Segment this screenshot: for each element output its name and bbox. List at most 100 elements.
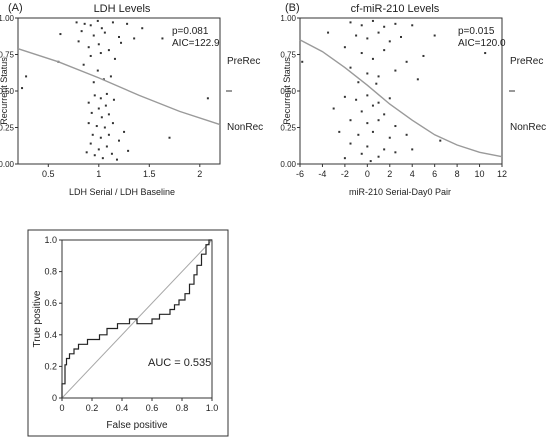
data-point <box>377 119 380 122</box>
data-point <box>357 133 360 136</box>
data-point <box>377 155 380 158</box>
data-point <box>91 133 94 136</box>
data-point <box>105 145 108 148</box>
roc-x-axis: 0 0.2 0.4 0.6 0.8 1.0 <box>59 398 218 413</box>
data-point <box>96 69 99 72</box>
data-point <box>99 97 102 100</box>
data-point <box>115 158 118 161</box>
panel-b-p-value: p=0.015 <box>458 26 495 37</box>
panel-b: (B) cf-miR-210 Levels 0.00 0.25 0.50 0.75 1.… <box>280 2 546 197</box>
data-point <box>102 78 105 81</box>
x-tick-label: 2 <box>197 169 202 179</box>
x-tick-label: 0.5 <box>42 169 55 179</box>
data-point <box>87 46 90 49</box>
roc-plot-frame <box>61 239 213 399</box>
data-point <box>416 78 419 81</box>
data-point <box>433 34 436 37</box>
x-tick-label: 0 <box>59 403 64 413</box>
data-point <box>388 40 391 43</box>
data-point <box>422 54 425 57</box>
panel-a-prerec-label: PreRec <box>227 56 260 67</box>
data-point <box>369 160 372 163</box>
x-tick-label: 0.2 <box>86 403 99 413</box>
data-point <box>355 34 358 37</box>
data-point <box>394 151 397 154</box>
data-point <box>349 66 352 69</box>
panel-a-fit-curve <box>17 48 221 126</box>
data-point <box>96 19 99 22</box>
data-point <box>111 21 114 24</box>
x-tick-label: 6 <box>432 169 437 179</box>
data-point <box>133 37 136 40</box>
data-point <box>101 157 104 160</box>
data-point <box>388 97 391 100</box>
panel-a-y-axis: 0.00 0.25 0.50 0.75 1.00 <box>0 14 18 169</box>
data-point <box>99 136 102 139</box>
panel-a-points <box>21 19 209 161</box>
y-tick-label: 0.25 <box>0 124 15 133</box>
panel-a-y-label: Recurrent Status <box>0 57 9 125</box>
data-point <box>355 98 358 101</box>
data-point <box>107 113 110 116</box>
data-point <box>383 49 386 52</box>
data-point <box>83 22 86 25</box>
data-point <box>377 75 380 78</box>
data-point <box>107 49 110 52</box>
data-point <box>93 94 96 97</box>
data-point <box>95 125 98 128</box>
data-point <box>349 119 352 122</box>
x-tick-label: 2 <box>387 169 392 179</box>
roc-panel: 0 0.2 0.4 0.6 0.8 1.0 0 0.2 0.4 0.6 0.8 1.0 True p… <box>27 229 229 437</box>
panel-a-nonrec-label: NonRec <box>227 122 263 133</box>
data-point <box>439 139 442 142</box>
data-point <box>349 21 352 24</box>
data-point <box>89 54 92 57</box>
data-point <box>394 125 397 128</box>
data-point <box>92 34 95 37</box>
data-point <box>21 87 24 90</box>
data-point <box>112 98 115 101</box>
data-point <box>301 60 304 63</box>
data-point <box>120 41 123 44</box>
panel-b-aic: AIC=120.0 <box>458 38 506 49</box>
panel-a-title: LDH Levels <box>94 3 151 15</box>
data-point <box>484 52 487 55</box>
data-point <box>338 130 341 133</box>
panel-b-label: (B) <box>285 2 300 14</box>
y-tick-label: 1.00 <box>0 14 15 23</box>
data-point <box>327 31 330 34</box>
data-point <box>332 107 335 110</box>
y-tick-label: 0 <box>52 393 57 403</box>
y-tick-label: 0.2 <box>44 361 57 371</box>
x-tick-label: -6 <box>296 169 304 179</box>
y-tick-label: 1.0 <box>44 235 57 245</box>
x-tick-label: 8 <box>455 169 460 179</box>
panel-b-x-label: miR-210 Serial-Day0 Pair <box>349 187 451 197</box>
roc-curve <box>61 239 212 398</box>
data-point <box>104 104 107 107</box>
data-point <box>357 81 360 84</box>
x-tick-label: 0.8 <box>176 403 189 413</box>
y-tick-label: 0.00 <box>280 160 296 169</box>
data-point <box>366 145 369 148</box>
data-point <box>118 35 120 38</box>
data-point <box>77 40 80 43</box>
data-point <box>371 57 374 60</box>
data-point <box>375 82 378 85</box>
data-point <box>123 130 126 133</box>
panel-b-y-label: Recurrent Status <box>282 57 292 125</box>
data-point <box>110 152 113 155</box>
x-tick-label: 0.4 <box>116 403 129 413</box>
y-tick-label: 0.50 <box>0 87 15 96</box>
x-tick-label: 10 <box>475 169 485 179</box>
panel-b-points <box>301 19 487 163</box>
data-point <box>371 130 374 133</box>
y-tick-label: 0.75 <box>280 51 296 60</box>
x-tick-label: 1.5 <box>143 169 156 179</box>
data-point <box>100 116 103 119</box>
data-point <box>90 111 93 114</box>
data-point <box>127 149 130 152</box>
data-point <box>97 148 100 151</box>
data-point <box>366 122 369 125</box>
